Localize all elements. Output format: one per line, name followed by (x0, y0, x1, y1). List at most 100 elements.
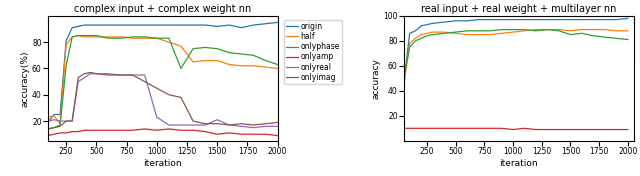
onlyreal (74, 81, 82, 83)
onlyreal (93, 73, 100, 75)
onlyabs (601, 128, 609, 131)
half (578, 29, 586, 31)
onlyreal (56, 120, 64, 122)
half (486, 33, 494, 36)
half (463, 33, 471, 36)
onlyphase (86, 34, 94, 37)
Line: onlyamp: onlyamp (48, 129, 278, 136)
onlyphase (141, 36, 148, 38)
onlyabs (452, 127, 460, 129)
onlyphase (44, 128, 52, 130)
onlyimag (225, 124, 233, 126)
onlyamp (129, 129, 136, 131)
X-axis label: iteration: iteration (143, 159, 182, 168)
onlyreal (50, 119, 58, 121)
onlyabs (429, 127, 436, 129)
origin (406, 32, 413, 34)
onlyabs (521, 127, 529, 129)
onlyamp (250, 133, 257, 135)
onlyimag (68, 120, 76, 122)
onlyphase (213, 48, 221, 50)
half (274, 67, 282, 70)
half (423, 32, 431, 34)
onlysign (498, 29, 506, 31)
origin (62, 40, 70, 42)
half (250, 65, 257, 67)
origin (624, 17, 632, 19)
Title: real input + real weight + multilayer nn: real input + real weight + multilayer nn (421, 4, 616, 14)
Line: onlyimag: onlyimag (48, 72, 278, 129)
origin (213, 25, 221, 27)
onlyamp (104, 129, 112, 131)
half (543, 29, 551, 31)
Line: onlyphase: onlyphase (48, 36, 278, 129)
onlysign (423, 35, 431, 37)
half (262, 66, 269, 68)
onlyamp (165, 128, 173, 130)
onlyabs (543, 128, 551, 131)
half (177, 45, 185, 47)
origin (521, 18, 529, 21)
origin (566, 18, 574, 21)
onlyimag (189, 120, 197, 122)
onlyamp (189, 129, 197, 131)
onlyphase (165, 37, 173, 39)
origin (74, 25, 82, 27)
half (555, 29, 563, 31)
onlyphase (202, 46, 209, 48)
origin (555, 18, 563, 21)
half (165, 41, 173, 43)
onlyamp (116, 129, 124, 131)
half (56, 123, 64, 125)
onlyimag (202, 123, 209, 125)
half (202, 59, 209, 62)
half (237, 65, 245, 67)
onlyamp (68, 131, 76, 133)
origin (165, 24, 173, 26)
origin (417, 25, 425, 27)
onlyamp (56, 132, 64, 134)
onlyphase (74, 34, 82, 37)
onlyamp (81, 129, 88, 131)
onlyphase (250, 54, 257, 56)
origin (153, 24, 161, 26)
half (44, 116, 52, 118)
onlysign (509, 29, 517, 31)
onlyabs (509, 128, 517, 131)
onlyamp (50, 133, 58, 135)
origin (202, 24, 209, 26)
onlyimag (262, 123, 269, 125)
half (452, 32, 460, 34)
onlyphase (93, 34, 100, 37)
origin (141, 24, 148, 26)
half (129, 37, 136, 39)
onlyreal (153, 116, 161, 118)
origin (498, 18, 506, 21)
half (62, 44, 70, 46)
Line: half: half (48, 36, 278, 124)
half (104, 36, 112, 38)
Title: complex input + complex weight nn: complex input + complex weight nn (74, 4, 252, 14)
origin (429, 22, 436, 24)
onlyimag (129, 74, 136, 76)
half (406, 42, 413, 44)
origin (250, 24, 257, 26)
onlyimag (141, 81, 148, 83)
onlyreal (86, 73, 94, 75)
origin (189, 24, 197, 26)
half (440, 31, 448, 33)
half (624, 30, 632, 32)
origin (452, 20, 460, 22)
half (225, 64, 233, 66)
onlyreal (165, 124, 173, 126)
onlyphase (104, 37, 112, 39)
origin (400, 81, 408, 83)
onlyabs (417, 127, 425, 129)
onlyphase (81, 34, 88, 37)
onlysign (578, 32, 586, 34)
half (74, 34, 82, 37)
Line: origin: origin (404, 18, 628, 82)
onlyimag (165, 94, 173, 96)
origin (104, 24, 112, 26)
onlyimag (177, 96, 185, 98)
